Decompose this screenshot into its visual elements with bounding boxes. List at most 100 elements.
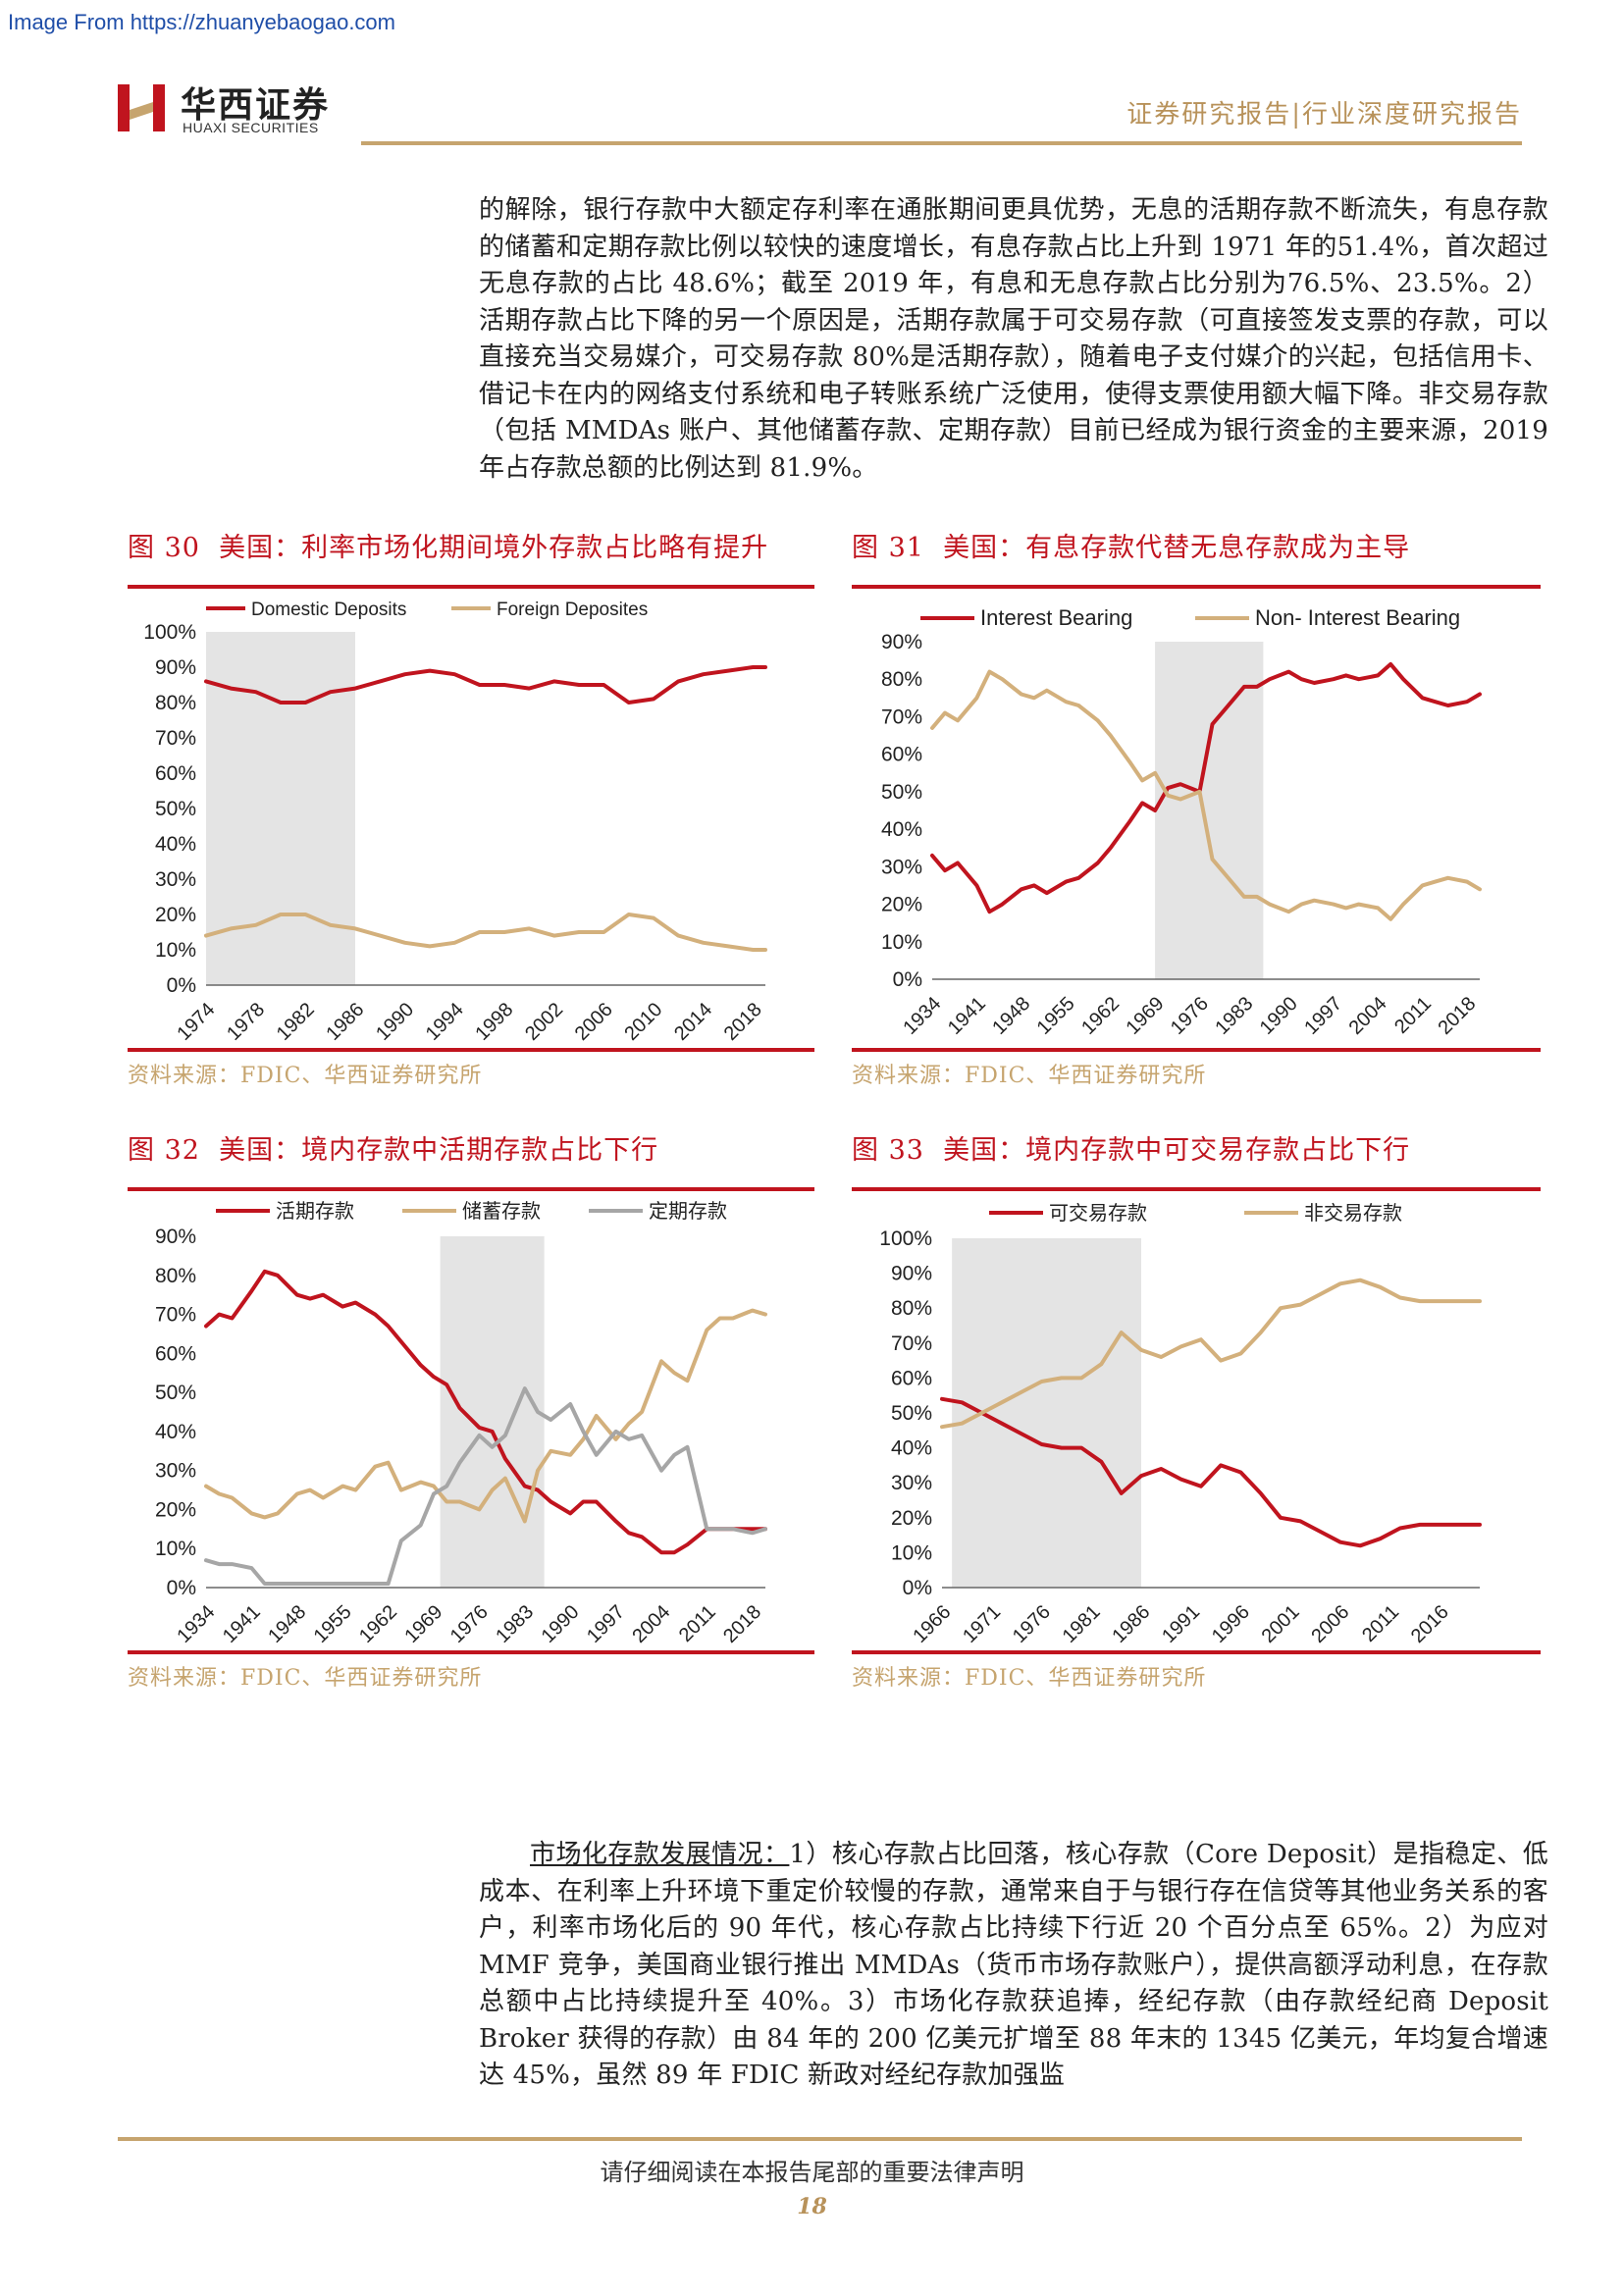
x-tick-label: 1997 (1300, 993, 1346, 1039)
x-tick-label: 1969 (400, 1601, 446, 1647)
figure-33-chart: 0% 10% 20% 30% 40% 50% 60% 70% 80% 90% 100% 1966 197… (852, 1195, 1541, 1648)
y-tick-label: 100% (143, 621, 196, 644)
x-tick-label: 2006 (571, 999, 617, 1044)
page-number: 18 (797, 2194, 827, 2219)
brand-name-en: HUAXI SECURITIES (183, 120, 319, 135)
x-tick-label: 1962 (355, 1601, 401, 1647)
shaded-period (440, 1236, 545, 1588)
y-tick-label: 60% (881, 744, 922, 766)
x-tick-label: 1948 (988, 993, 1034, 1039)
legend-label: 非交易存款 (1304, 1201, 1402, 1225)
figure-30-top-rule (128, 585, 814, 589)
x-tick-label: 2004 (628, 1601, 674, 1647)
y-tick-label: 60% (891, 1367, 932, 1389)
x-tick-label: 2010 (620, 999, 666, 1044)
huaxi-logo-icon (118, 84, 165, 131)
x-tick-label: 1955 (310, 1601, 356, 1647)
y-tick-label: 40% (155, 833, 196, 856)
paragraph-lead: 市场化存款发展情况： (530, 1840, 790, 1869)
shaded-period (206, 632, 355, 985)
x-tick-label: 1998 (471, 999, 517, 1044)
x-tick-label: 1976 (1167, 993, 1213, 1039)
y-tick-label: 10% (155, 1538, 196, 1560)
x-tick-label: 1976 (446, 1601, 493, 1647)
x-tick-label: 1969 (1123, 993, 1169, 1039)
source-watermark: Image From https://zhuanyebaogao.com (8, 10, 395, 34)
y-tick-label: 50% (155, 798, 196, 820)
figure-caption: 美国：有息存款代替无息存款成为主导 (943, 533, 1411, 563)
y-tick-label: 0% (167, 974, 196, 997)
paragraph-text: 1）核心存款占比回落，核心存款（Core Deposit）是指稳定、低成本、在利… (479, 1840, 1548, 2090)
x-tick-label: 1986 (1108, 1601, 1154, 1647)
y-tick-label: 80% (891, 1297, 932, 1320)
figure-label: 图 30 (128, 533, 200, 563)
y-tick-label: 10% (891, 1541, 932, 1564)
y-tick-label: 40% (891, 1437, 932, 1460)
x-tick-label: 1990 (1256, 993, 1302, 1039)
figure-30-bottom-rule (128, 1048, 814, 1052)
y-tick-label: 20% (155, 1498, 196, 1521)
y-tick-label: 80% (155, 1265, 196, 1287)
legend-label: 活期存款 (276, 1199, 354, 1223)
x-tick-label: 1981 (1059, 1601, 1105, 1647)
x-tick-label: 1991 (1158, 1601, 1204, 1647)
shaded-period (1155, 642, 1264, 979)
legend-label: Domestic Deposits (251, 600, 406, 620)
y-tick-label: 10% (881, 931, 922, 954)
x-tick-label: 2018 (719, 1601, 765, 1647)
x-tick-label: 1990 (538, 1601, 584, 1647)
x-tick-label: 2011 (675, 1601, 720, 1646)
y-tick-label: 50% (155, 1382, 196, 1404)
figure-32-top-rule (128, 1187, 814, 1191)
legend-label: 储蓄存款 (462, 1199, 541, 1223)
x-tick-label: 2002 (521, 999, 567, 1044)
series-line (930, 661, 1482, 914)
y-tick-label: 0% (903, 1577, 932, 1599)
y-tick-label: 80% (155, 692, 196, 714)
x-tick-label: 1948 (264, 1601, 310, 1647)
x-tick-label: 1983 (1211, 993, 1257, 1039)
figure-31-source: 资料来源：FDIC、华西证券研究所 (852, 1064, 1207, 1088)
y-tick-label: 90% (155, 1226, 196, 1248)
y-tick-label: 90% (155, 656, 196, 679)
y-tick-label: 60% (155, 762, 196, 785)
y-tick-label: 70% (155, 1304, 196, 1327)
x-tick-label: 1986 (322, 999, 368, 1044)
figure-31-chart: 0% 10% 20% 30% 40% 50% 60% 70% 80% 90% 1934 1941 194… (852, 593, 1541, 1044)
figure-33-top-rule (852, 1187, 1541, 1191)
x-tick-label: 1982 (273, 999, 319, 1044)
x-tick-label: 1941 (219, 1601, 265, 1647)
series-line (930, 669, 1482, 921)
figure-32-chart: 0% 10% 20% 30% 40% 50% 60% 70% 80% 90% 1934 1941 194… (128, 1195, 814, 1648)
series-line (204, 665, 767, 704)
series-line (204, 1308, 767, 1524)
figure-label: 图 33 (852, 1135, 924, 1166)
y-tick-label: 60% (155, 1342, 196, 1365)
legend-label: 定期存款 (649, 1199, 727, 1223)
paragraph-text: 的解除，银行存款中大额定存利率在通胀期间更具优势，无息的活期存款不断流失，有息存… (479, 195, 1548, 483)
y-tick-label: 90% (891, 1263, 932, 1285)
legend-label: Foreign Deposites (497, 600, 648, 620)
y-tick-label: 30% (891, 1472, 932, 1494)
x-tick-label: 1978 (223, 999, 269, 1044)
y-tick-label: 90% (881, 631, 922, 653)
legend-label: Interest Bearing (980, 605, 1132, 630)
x-tick-label: 1934 (173, 1601, 219, 1647)
x-tick-label: 1962 (1077, 993, 1124, 1039)
y-tick-label: 30% (155, 868, 196, 891)
x-tick-label: 1997 (583, 1601, 629, 1647)
header-divider (361, 141, 1522, 145)
x-tick-label: 2014 (670, 999, 716, 1044)
legal-notice: 请仔细阅读在本报告尾部的重要法律声明 (600, 2159, 1024, 2186)
x-tick-label: 1941 (944, 993, 990, 1039)
y-tick-label: 20% (881, 894, 922, 916)
y-tick-label: 0% (893, 968, 922, 991)
series-line (204, 913, 767, 952)
x-tick-label: 1994 (422, 999, 468, 1044)
y-tick-label: 0% (167, 1577, 196, 1599)
figure-label: 图 32 (128, 1135, 200, 1166)
figure-31-top-rule (852, 585, 1541, 589)
x-tick-label: 2018 (720, 999, 766, 1044)
figure-30-source: 资料来源：FDIC、华西证券研究所 (128, 1064, 483, 1088)
y-tick-label: 70% (891, 1332, 932, 1355)
